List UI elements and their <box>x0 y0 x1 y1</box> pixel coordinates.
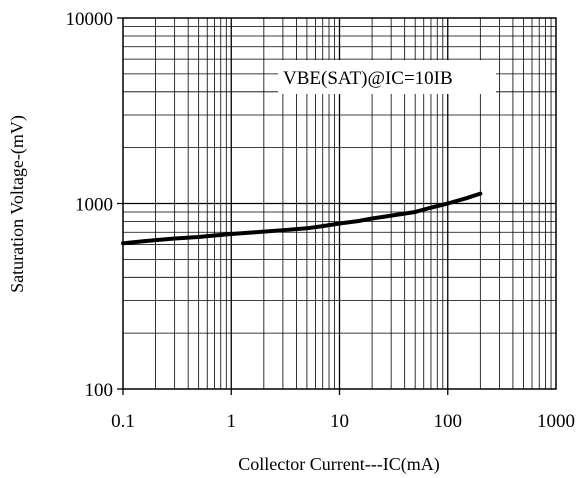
y-axis-title: Saturation Voltage-(mV) <box>7 115 28 293</box>
x-tick-label: 1 <box>227 411 237 432</box>
x-axis-title: Collector Current---IC(mA) <box>238 454 439 475</box>
annotation-label: VBE(SAT)@IC=10IB <box>283 68 453 89</box>
y-tick-labels: 100 1000 10000 <box>66 9 114 401</box>
x-tick-label: 0.1 <box>111 411 135 432</box>
y-tick-label: 1000 <box>75 195 113 216</box>
y-tick-label: 10000 <box>66 9 114 30</box>
x-tick-label: 1000 <box>537 411 575 432</box>
x-tick-label: 10 <box>330 411 349 432</box>
x-tick-labels: 0.1 1 10 100 1000 <box>111 411 575 432</box>
annotation-background <box>278 60 496 94</box>
y-tick-label: 100 <box>85 380 114 401</box>
axis-ticks <box>117 17 449 395</box>
x-tick-label: 100 <box>434 411 463 432</box>
series-line <box>121 191 483 246</box>
